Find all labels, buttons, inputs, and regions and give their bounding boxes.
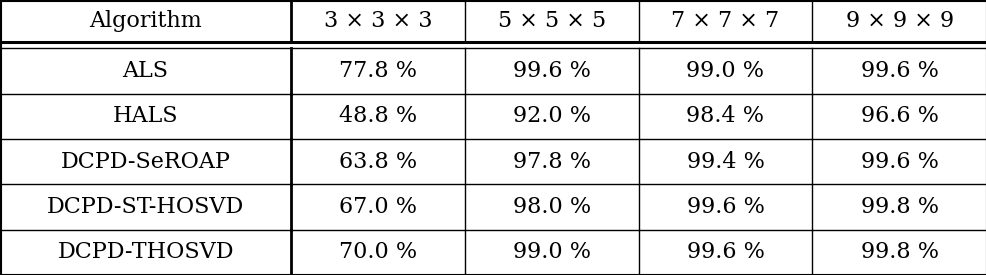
Text: 99.0 %: 99.0 % xyxy=(685,60,764,82)
Text: 99.8 %: 99.8 % xyxy=(860,196,938,218)
Text: 7 × 7 × 7: 7 × 7 × 7 xyxy=(670,10,779,32)
Text: 99.0 %: 99.0 % xyxy=(512,241,591,263)
Text: HALS: HALS xyxy=(112,105,178,127)
Text: 48.8 %: 48.8 % xyxy=(338,105,417,127)
Text: 97.8 %: 97.8 % xyxy=(512,151,591,173)
Text: 98.0 %: 98.0 % xyxy=(512,196,591,218)
Text: 63.8 %: 63.8 % xyxy=(338,151,417,173)
Text: DCPD-SeROAP: DCPD-SeROAP xyxy=(60,151,231,173)
Text: 99.6 %: 99.6 % xyxy=(860,151,938,173)
Text: 3 × 3 × 3: 3 × 3 × 3 xyxy=(323,10,432,32)
Text: 77.8 %: 77.8 % xyxy=(338,60,417,82)
Text: 98.4 %: 98.4 % xyxy=(685,105,764,127)
Text: 99.4 %: 99.4 % xyxy=(686,151,763,173)
Text: 99.6 %: 99.6 % xyxy=(860,60,938,82)
Text: ALS: ALS xyxy=(122,60,169,82)
Text: 92.0 %: 92.0 % xyxy=(512,105,591,127)
Text: 5 × 5 × 5: 5 × 5 × 5 xyxy=(497,10,605,32)
Text: DCPD-THOSVD: DCPD-THOSVD xyxy=(57,241,234,263)
Text: 67.0 %: 67.0 % xyxy=(338,196,417,218)
Text: 99.6 %: 99.6 % xyxy=(513,60,590,82)
Text: DCPD-ST-HOSVD: DCPD-ST-HOSVD xyxy=(47,196,244,218)
Text: Algorithm: Algorithm xyxy=(89,10,202,32)
Text: 99.6 %: 99.6 % xyxy=(686,196,763,218)
Text: 96.6 %: 96.6 % xyxy=(860,105,938,127)
Text: 99.8 %: 99.8 % xyxy=(860,241,938,263)
Text: 99.6 %: 99.6 % xyxy=(686,241,763,263)
Text: 9 × 9 × 9: 9 × 9 × 9 xyxy=(845,10,952,32)
Text: 70.0 %: 70.0 % xyxy=(338,241,417,263)
